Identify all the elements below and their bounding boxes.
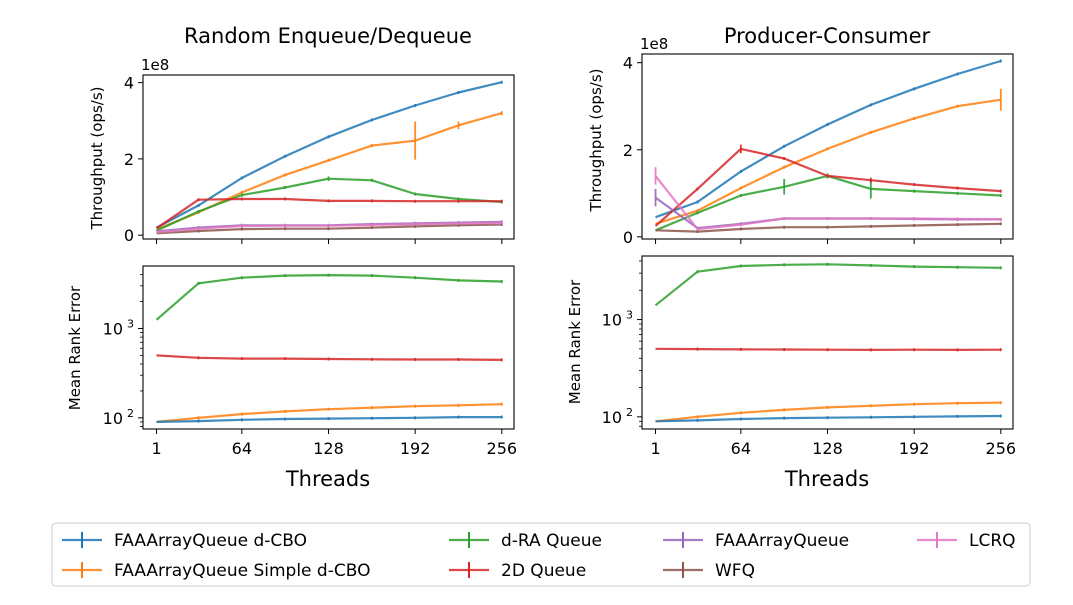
series-2d-queue: [655, 347, 1002, 352]
y-tick-exponent: 2: [127, 407, 134, 420]
plot-area-tr: [654, 59, 1002, 234]
chart-title: Random Enqueue/Dequeue: [184, 24, 472, 48]
legend-item: FAAArrayQueue Simple d-CBO: [62, 561, 370, 581]
x-axis-label: Threads: [784, 467, 869, 491]
panel-producer-throughput: Producer-Consumer 1e8 Throughput (ops/s)…: [587, 24, 1014, 247]
panel-random-rank-error: Mean Rank Error 1 64 128 192 256 10 2 10 3 Thre…: [66, 265, 518, 491]
series-line-faaarrayqueue-d-cbo: [155, 81, 503, 229]
legend-label: FAAArrayQueue: [715, 531, 849, 551]
legend-label: WFQ: [715, 561, 755, 581]
y-tick-label: 2: [623, 141, 633, 160]
series-line-d-ra-queue: [155, 274, 502, 321]
series-line-faaarrayqueue: [654, 196, 1001, 230]
y-tick-label: 0: [124, 226, 134, 245]
x-tick-label: 1: [151, 439, 161, 458]
x-tick-label: 256: [487, 439, 518, 458]
plot-area-bl: [155, 273, 503, 423]
legend-label: LCRQ: [969, 531, 1016, 551]
series-faaarrayqueue-d-cbo: [155, 80, 503, 229]
panel-random-throughput: Random Enqueue/Dequeue 1e8 Throughput (o…: [88, 24, 515, 245]
legend-label: FAAArrayQueue Simple d-CBO: [114, 561, 370, 581]
series-line-faaarrayqueue-simple-d-cbo: [156, 112, 503, 231]
series-d-ra-queue: [655, 173, 1002, 232]
y-axis-label: Throughput (ops/s): [587, 69, 605, 213]
legend-frame: [51, 522, 1031, 587]
x-tick-label: 64: [731, 439, 751, 458]
series-faaarrayqueue-d-cbo: [655, 414, 1002, 423]
panel-producer-rank-error: Mean Rank Error 1 64 128 192 256 10 2 10 3 Thre…: [566, 255, 1017, 491]
y-scale-label: 1e8: [640, 35, 668, 53]
axes-frame: [142, 74, 515, 240]
series-line-lcrq: [654, 175, 1001, 231]
y-scale-label: 1e8: [141, 56, 169, 74]
series-2d-queue: [156, 354, 503, 362]
series-faaarrayqueue-simple-d-cbo: [655, 88, 1002, 225]
y-tick-label: 4: [124, 74, 134, 93]
series-line-2d-queue: [654, 147, 1001, 227]
y-tick-label: 10: [103, 319, 123, 338]
x-tick-label: 192: [899, 439, 930, 458]
y-tick-label: 10: [103, 409, 123, 428]
y-tick-label: 10: [602, 311, 622, 330]
y-axis-label: Mean Rank Error: [66, 285, 84, 410]
series-d-ra-queue: [654, 262, 1002, 307]
series-2d-queue: [654, 144, 1002, 227]
y-tick-label: 4: [623, 54, 633, 73]
legend-item: FAAArrayQueue d-CBO: [62, 531, 307, 551]
series-line-d-ra-queue: [654, 263, 1001, 307]
y-tick-exponent: 3: [626, 309, 633, 322]
series-d-ra-queue: [155, 273, 503, 321]
y-tick-exponent: 3: [127, 317, 134, 330]
x-tick-label: 192: [400, 439, 431, 458]
y-tick-exponent: 2: [626, 406, 633, 419]
x-axis-label: Threads: [285, 467, 370, 491]
series-faaarrayqueue-simple-d-cbo: [156, 111, 503, 231]
series-faaarrayqueue-d-cbo: [655, 59, 1002, 219]
series-faaarrayqueue-d-cbo: [156, 415, 503, 423]
x-tick-label: 128: [313, 439, 344, 458]
series-faaarrayqueue-simple-d-cbo: [655, 401, 1002, 423]
x-tick-label: 128: [812, 439, 843, 458]
legend-label: d-RA Queue: [501, 531, 602, 551]
x-tick-label: 64: [232, 439, 252, 458]
legend-item: WFQ: [663, 561, 755, 581]
legend-item: FAAArrayQueue: [663, 531, 849, 551]
series-line-faaarrayqueue-simple-d-cbo: [655, 98, 1001, 225]
y-tick-label: 10: [602, 408, 622, 427]
legend-item: d-RA Queue: [449, 531, 602, 551]
series-lcrq: [156, 221, 503, 234]
series-lcrq: [654, 167, 1002, 231]
y-axis-label: Mean Rank Error: [566, 279, 584, 404]
x-tick-label: 256: [986, 439, 1017, 458]
plot-area-tl: [155, 80, 503, 235]
y-axis-label: Throughput (ops/s): [88, 87, 106, 231]
series-2d-queue: [155, 197, 503, 230]
legend: FAAArrayQueue d-CBO FAAArrayQueue Simple …: [51, 522, 1031, 587]
x-tick-label: 1: [650, 439, 660, 458]
legend-item: LCRQ: [917, 531, 1016, 551]
chart-title: Producer-Consumer: [724, 24, 931, 48]
legend-label: 2D Queue: [501, 561, 586, 581]
series-wfq: [655, 222, 1002, 234]
series-line-d-ra-queue: [655, 174, 1001, 232]
y-tick-label: 0: [623, 228, 633, 247]
legend-label: FAAArrayQueue d-CBO: [114, 531, 307, 551]
y-tick-label: 2: [124, 150, 134, 169]
plot-area-br: [654, 262, 1002, 423]
series-faaarrayqueue-simple-d-cbo: [156, 402, 503, 423]
legend-item: 2D Queue: [449, 561, 586, 581]
